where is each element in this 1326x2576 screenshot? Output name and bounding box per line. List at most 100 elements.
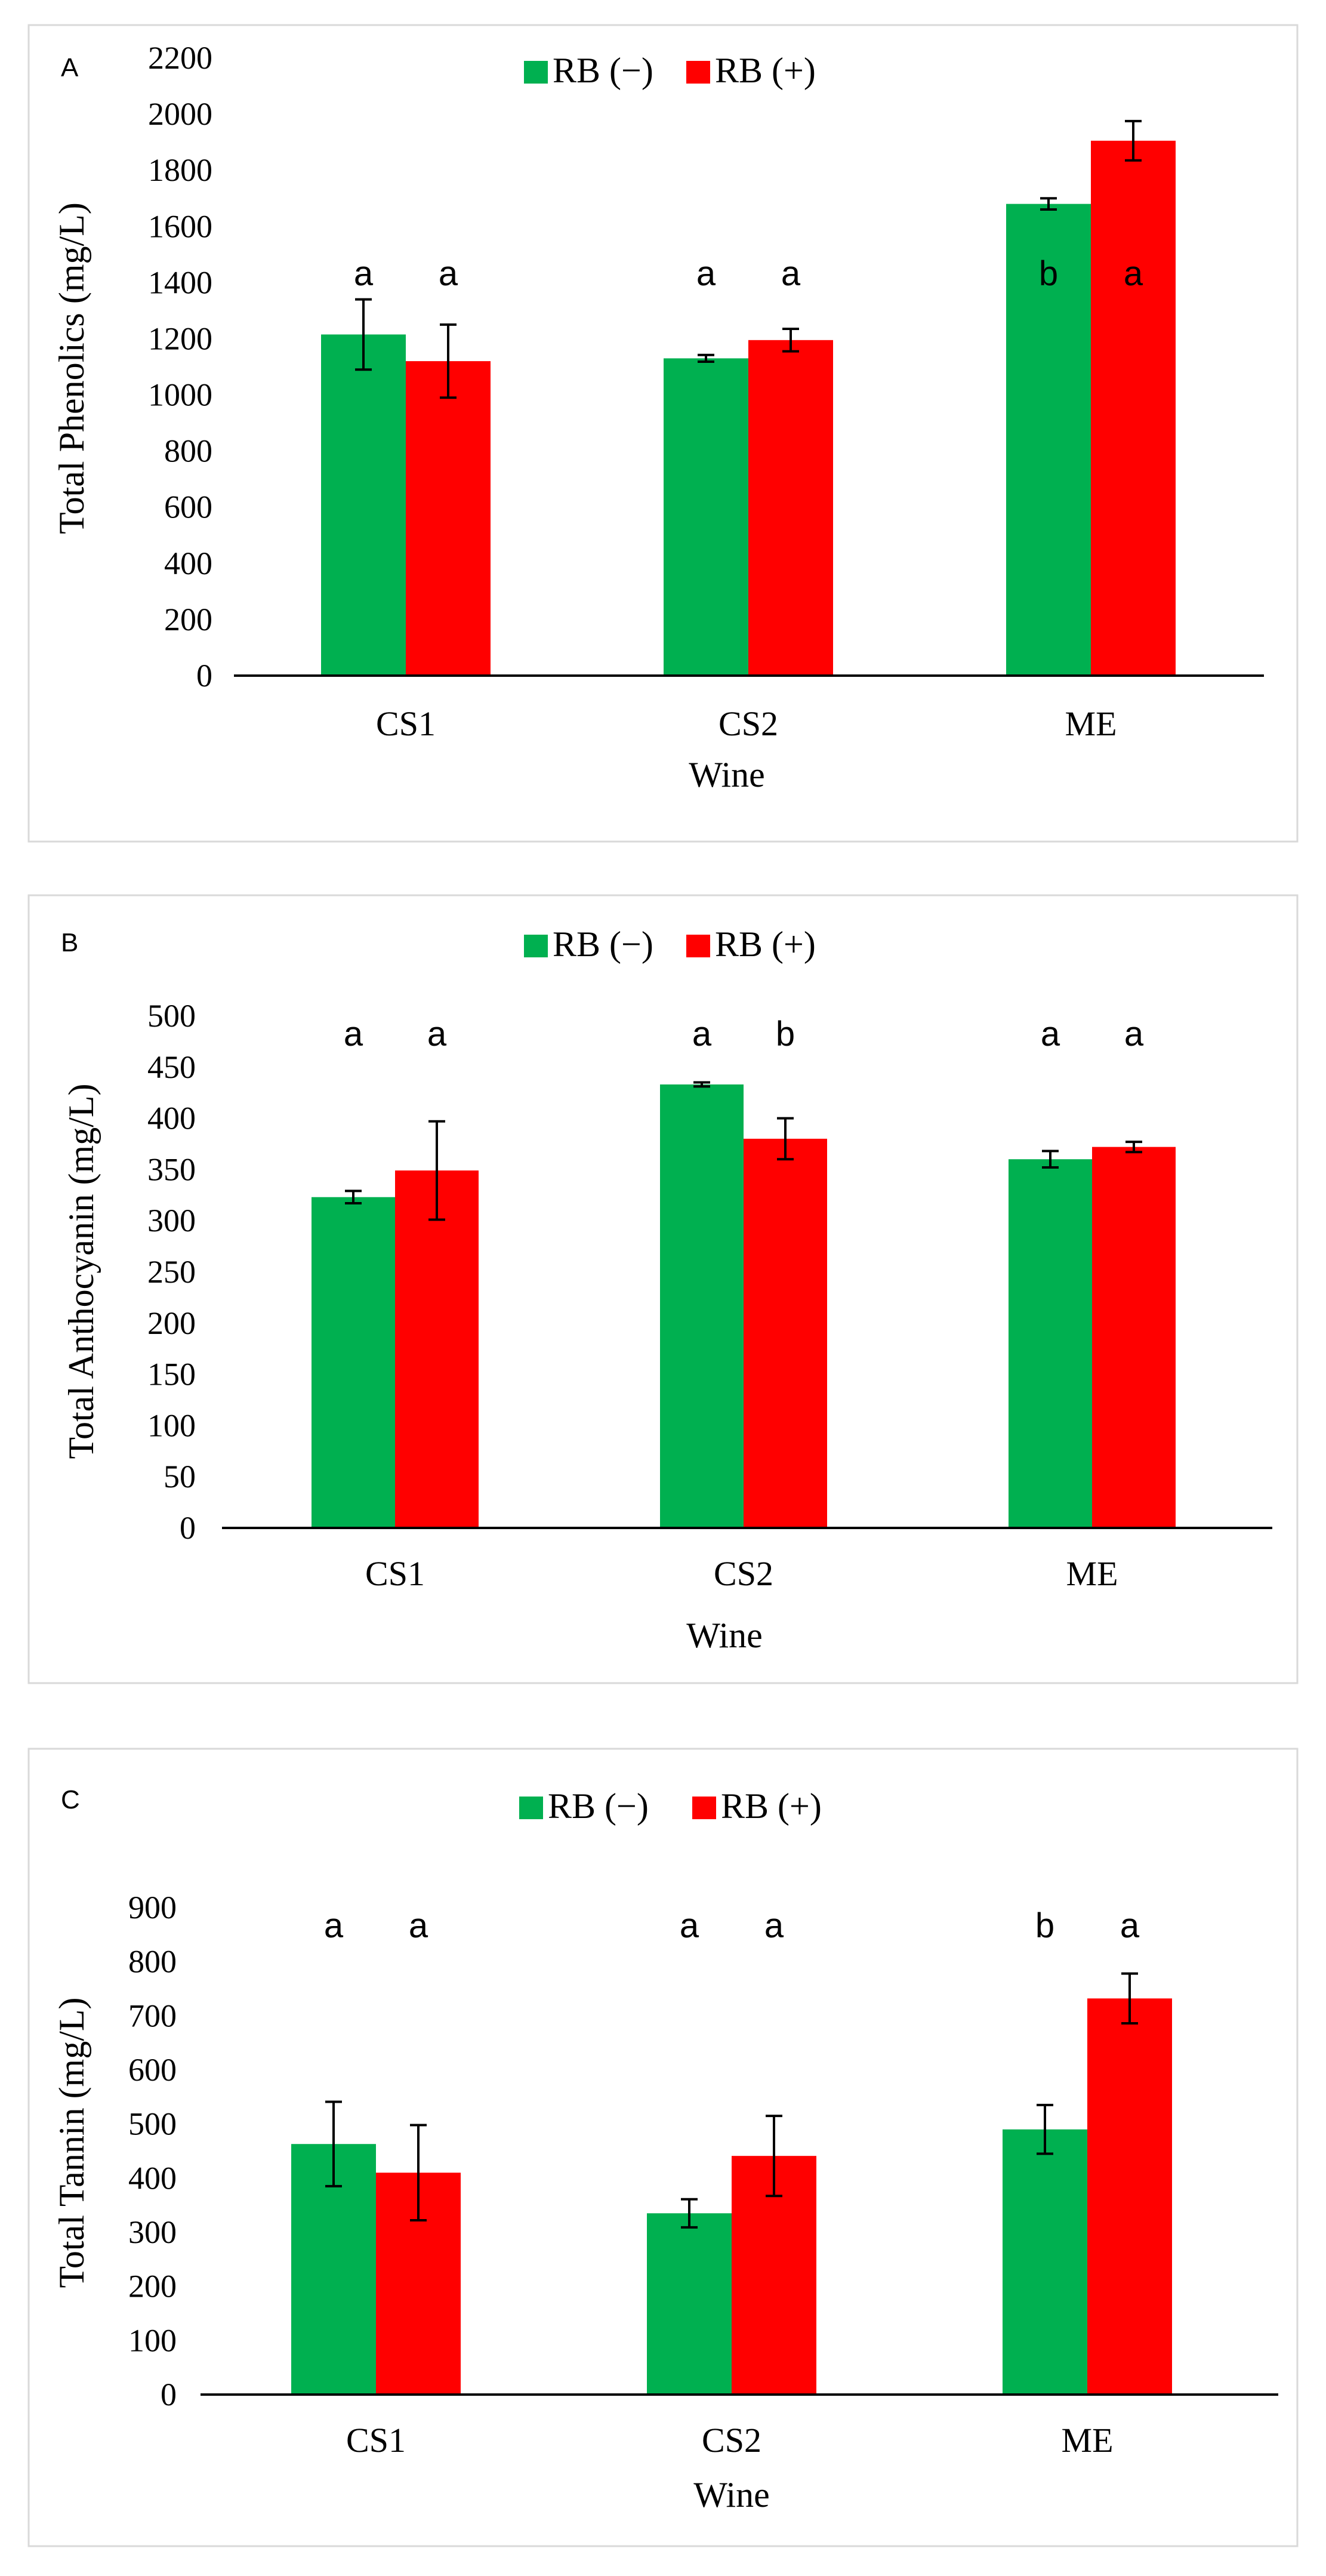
error-bar-rb-minus-cs2 (693, 1081, 710, 1088)
bar-rb-plus-cs1 (395, 1170, 479, 1528)
panel-b-legend: RB (−) RB (+) (524, 925, 816, 964)
error-bar-rb-plus-cs1 (440, 323, 457, 399)
error-bar-rb-minus-me (1040, 197, 1057, 211)
bar-rb-minus-me (1006, 204, 1091, 676)
sig-letter-rb-plus-cs2: a (781, 254, 801, 293)
y-tick-label: 1600 (148, 208, 212, 244)
bar-rb-minus-cs1 (321, 334, 406, 676)
error-bar-rb-plus-me (1121, 1972, 1138, 2025)
sig-letter-rb-minus-me: a (1041, 1015, 1060, 1053)
sig-letter-rb-plus-cs2: a (764, 1906, 784, 1945)
y-tick-label: 1200 (148, 321, 212, 356)
sig-letter-rb-minus-me: b (1035, 1906, 1054, 1945)
sig-letter-rb-plus-me: a (1124, 254, 1143, 293)
sig-letter-rb-plus-cs2: b (776, 1015, 795, 1053)
y-tick-label: 700 (128, 1998, 177, 2033)
error-bar-rb-plus-me (1125, 1141, 1142, 1154)
error-bar-rb-minus-me (1037, 2103, 1053, 2155)
panel-b-legend-rb-minus: RB (−) (553, 925, 653, 964)
bar-rb-plus-cs2 (744, 1138, 827, 1528)
y-tick-label: 200 (147, 1305, 196, 1341)
panel-a-x-axis-title: Wine (689, 755, 765, 794)
y-tick-label: 400 (164, 546, 212, 581)
y-tick-label: 1000 (148, 377, 212, 413)
y-tick-label: 1400 (148, 264, 212, 300)
y-tick-label: 800 (128, 1944, 177, 1980)
error-bar-rb-plus-cs2 (766, 2115, 782, 2198)
y-tick-label: 400 (128, 2160, 177, 2196)
y-tick-label: 900 (128, 1890, 177, 1925)
panel-c-letter: C (61, 1785, 80, 1814)
y-tick-label: 50 (164, 1459, 196, 1495)
x-category-label: CS2 (718, 704, 778, 743)
y-tick-label: 500 (147, 998, 196, 1034)
sig-letter-rb-minus-cs2: a (696, 254, 716, 293)
panel-a-bars (321, 140, 1176, 676)
panel-b-y-ticks: 0 50 100 150 200 250 300 350 400 450 500 (147, 998, 196, 1546)
error-bar-rb-plus-cs1 (410, 2124, 427, 2222)
sig-letter-rb-minus-cs2: a (680, 1906, 699, 1945)
panel-a-y-axis-title: Total Phenolics (mg/L) (52, 202, 91, 534)
panel-c-y-ticks: 0 100 200 300 400 500 600 700 800 900 (128, 1890, 177, 2412)
y-tick-label: 200 (128, 2269, 177, 2304)
panel-a-legend-swatch-rb-minus (524, 61, 548, 84)
y-tick-label: 100 (147, 1407, 196, 1443)
panel-b-legend-swatch-rb-minus (524, 935, 548, 957)
panel-c-y-axis-title: Total Tannin (mg/L) (52, 1997, 91, 2288)
bar-rb-minus-me (1003, 2129, 1087, 2395)
y-tick-label: 0 (180, 1510, 196, 1546)
sig-letter-rb-minus-cs1: a (324, 1906, 344, 1945)
error-bar-rb-minus-me (1042, 1150, 1059, 1169)
error-bar-rb-minus-cs1 (355, 298, 372, 371)
x-category-label: ME (1066, 1554, 1118, 1593)
panel-c-legend: RB (−) RB (+) (519, 1786, 822, 1826)
x-category-label: ME (1065, 704, 1117, 743)
panel-b-error-bars (345, 1081, 1142, 1221)
y-tick-label: 0 (161, 2377, 177, 2412)
y-tick-label: 600 (164, 489, 212, 525)
panel-c: C RB (−) RB (+) 0 100 200 300 400 500 60… (27, 1748, 1299, 2547)
sig-letter-rb-plus-cs1: a (427, 1015, 447, 1053)
panel-c-legend-rb-plus: RB (+) (721, 1786, 822, 1826)
error-bar-rb-minus-cs1 (325, 2100, 342, 2187)
sig-letter-rb-plus-cs1: a (439, 254, 458, 293)
x-category-label: CS1 (346, 2421, 406, 2460)
panel-c-legend-swatch-rb-minus (519, 1797, 543, 1819)
panel-a-x-categories: CS1 CS2 ME (376, 704, 1117, 743)
sig-letter-rb-plus-cs1: a (409, 1906, 428, 1945)
x-category-label: CS2 (702, 2421, 761, 2460)
x-category-label: CS1 (365, 1554, 425, 1593)
panel-b-x-categories: CS1 CS2 ME (365, 1554, 1118, 1593)
y-tick-label: 300 (128, 2214, 177, 2250)
panel-b-legend-rb-plus: RB (+) (715, 925, 816, 964)
panel-c-legend-rb-minus: RB (−) (548, 1786, 649, 1826)
error-bar-rb-minus-cs2 (698, 353, 714, 363)
panel-c-legend-swatch-rb-plus (692, 1797, 716, 1819)
y-tick-label: 2000 (148, 96, 212, 132)
y-tick-label: 600 (128, 2052, 177, 2088)
y-tick-label: 250 (147, 1254, 196, 1290)
y-tick-label: 150 (147, 1357, 196, 1392)
sig-letter-rb-minus-cs1: a (354, 254, 374, 293)
y-tick-label: 500 (128, 2106, 177, 2142)
bar-rb-minus-cs2 (664, 358, 748, 676)
panel-b-bars (312, 1084, 1176, 1528)
sig-letter-rb-minus-me: b (1039, 254, 1058, 293)
bar-rb-minus-cs2 (647, 2213, 732, 2395)
panel-b-letter: B (61, 928, 78, 957)
y-tick-label: 350 (147, 1151, 196, 1187)
y-tick-label: 200 (164, 602, 212, 637)
x-category-label: ME (1062, 2421, 1114, 2460)
panel-b-y-axis-title: Total Anthocyanin (mg/L) (61, 1083, 101, 1459)
panel-c-x-axis-title: Wine (693, 2475, 770, 2515)
y-tick-label: 2200 (148, 40, 212, 76)
error-bar-rb-plus-cs1 (428, 1120, 445, 1221)
panel-a-legend: RB (−) RB (+) (524, 51, 816, 90)
panel-c-significance: a a b a a a (324, 1906, 1140, 1945)
sig-letter-rb-plus-me: a (1120, 1906, 1140, 1945)
bar-rb-plus-cs2 (748, 340, 833, 676)
bar-rb-plus-me (1091, 140, 1176, 676)
panel-c-bars (291, 1998, 1172, 2395)
x-category-label: CS2 (714, 1554, 773, 1593)
